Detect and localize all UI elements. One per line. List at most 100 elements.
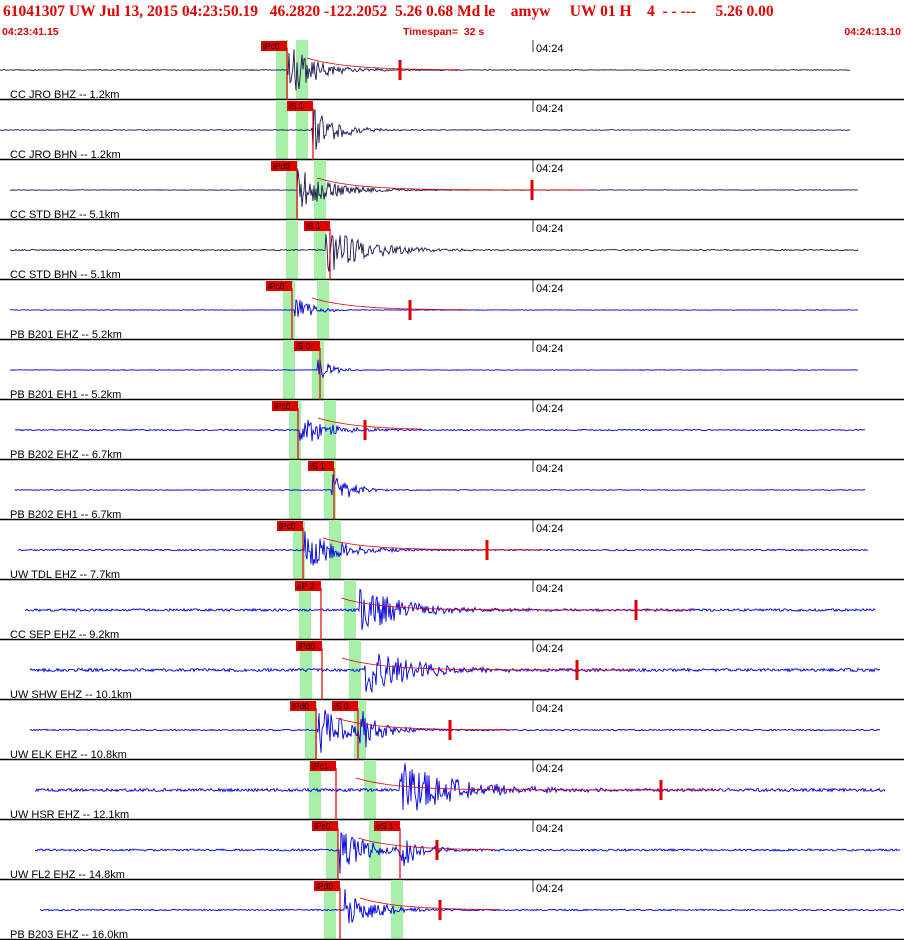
s-window-band [364, 760, 376, 820]
phase-pick-box[interactable] [304, 221, 330, 231]
time-tick-label: 04:24 [536, 343, 564, 355]
channel-label: UW FL2 EHZ -- 14.8km [10, 869, 125, 881]
phase-pick-label: iS 1 [306, 221, 321, 231]
channel-label: UW SHW EHZ -- 10.1km [10, 689, 132, 701]
waveform-trace [39, 889, 904, 924]
waveform-trace [34, 832, 901, 874]
phase-pick-box[interactable] [308, 461, 334, 471]
waveform-trace [9, 234, 859, 272]
phase-pick-box[interactable] [272, 401, 298, 411]
phase-pick-box[interactable] [374, 821, 400, 831]
phase-pick-label: iS 0 [334, 701, 349, 711]
time-tick-label: 04:24 [536, 403, 564, 415]
s-window-band [312, 340, 324, 400]
phase-pick-box[interactable] [271, 161, 297, 171]
waveform-trace [9, 358, 858, 379]
phase-pick-box[interactable] [296, 641, 322, 651]
event-dashes: - - --- [662, 3, 697, 20]
phase-pick-box[interactable] [290, 701, 316, 711]
waveform-trace [9, 299, 859, 317]
phase-pick-box[interactable] [295, 581, 321, 591]
waveform-trace [24, 588, 876, 631]
event-depth: 5.26 [394, 3, 423, 20]
channel-row[interactable]: iPd0 iS 0 04:24 UW ELK EHZ -- 10.8km [0, 700, 904, 761]
phase-pick-label: iS 1 [289, 101, 304, 111]
phase-pick-label: iPd0 [273, 161, 290, 171]
channel-row[interactable]: iS 1 04:24 PB B202 EH1 -- 6.7km [0, 460, 904, 521]
channel-row[interactable]: iPc0 04:24 PB B201 EHZ -- 5.2km [0, 280, 904, 341]
coda-curve [357, 837, 494, 850]
time-tick-label: 04:24 [536, 223, 564, 235]
channel-row[interactable]: iS 0 04:24 PB B201 EH1 -- 5.2km [0, 340, 904, 401]
phase-pick-label: iPc0 [263, 41, 280, 51]
channel-row[interactable]: eP 2 04:24 CC SEP EHZ -- 9.2km [0, 580, 904, 641]
coda-curve [340, 597, 693, 611]
seismogram-panel[interactable]: iPc0 04:24 CC JRO BHZ -- 1.2km iS 1 04:24 CC … [0, 40, 904, 940]
phase-pick-label: iPd0 [298, 641, 315, 651]
phase-pick-box[interactable] [294, 341, 320, 351]
coda-curve [316, 177, 589, 191]
time-tick-label: 04:24 [536, 523, 564, 535]
phase-pick-box[interactable] [310, 761, 336, 771]
channel-row[interactable]: iPc0 eS 1 04:24 UW FL2 EHZ -- 14.8km [0, 820, 904, 881]
phase-pick-box[interactable] [312, 821, 338, 831]
event-count: 4 [647, 3, 655, 20]
channel-label: CC STD BHN -- 5.1km [10, 269, 121, 281]
phase-pick-label: eS 1 [376, 821, 394, 831]
coda-curve [335, 717, 508, 731]
phase-pick-box[interactable] [287, 101, 313, 111]
channel-label: CC STD BHZ -- 5.1km [10, 209, 119, 221]
event-tail1: 5.26 [715, 3, 743, 20]
time-tick-label: 04:24 [536, 163, 564, 175]
s-window-band [329, 520, 341, 580]
phase-pick-label: iPc0 [279, 521, 296, 531]
channel-row[interactable]: iPc1 04:24 UW HSR EHZ -- 12.1km [0, 760, 904, 821]
s-window-band [391, 880, 403, 940]
channel-label: CC JRO BHZ -- 1.2km [10, 89, 119, 101]
channel-row[interactable]: iPc0 04:24 UW TDL EHZ -- 7.7km [0, 520, 904, 581]
channel-row[interactable]: iS 1 04:24 CC STD BHN -- 5.1km [0, 220, 904, 281]
channel-label: PB B201 EH1 -- 5.2km [10, 389, 121, 401]
time-tick-label: 04:24 [536, 823, 564, 835]
event-longitude: -122.2052 [323, 3, 388, 20]
time-tick-label: 04:24 [536, 583, 564, 595]
channel-row[interactable]: iPc0 04:24 PB B202 EHZ -- 6.7km [0, 400, 904, 461]
channel-row[interactable]: iPd0 04:24 PB B203 EHZ -- 16.0km [0, 880, 904, 940]
phase-pick-box[interactable] [261, 41, 287, 51]
time-tick-label: 04:24 [536, 883, 564, 895]
event-tail2: 0.00 [746, 3, 774, 20]
start-time-label: 04:23:41.15 [2, 26, 59, 38]
coda-curve [306, 57, 459, 71]
phase-pick-box[interactable] [332, 701, 358, 711]
waveform-trace [0, 49, 851, 91]
timespan-value: 32 s [463, 26, 485, 38]
time-tick-label: 04:24 [536, 103, 564, 115]
phase-pick-box[interactable] [277, 521, 303, 531]
timespan-label: Timespan= 32 s [403, 26, 484, 38]
time-tick-label: 04:24 [536, 703, 564, 715]
channel-label: UW ELK EHZ -- 10.8km [10, 749, 127, 761]
phase-pick-label: iPd0 [316, 881, 333, 891]
phase-pick-label: iS 1 [310, 461, 325, 471]
channel-label: UW HSR EHZ -- 12.1km [10, 809, 129, 821]
channel-row[interactable]: iPc0 04:24 CC JRO BHZ -- 1.2km [0, 40, 904, 101]
channel-row[interactable]: iPd0 04:24 CC STD BHZ -- 5.1km [0, 160, 904, 221]
waveform-trace [14, 474, 866, 498]
channel-row[interactable]: iPd0 04:24 UW SHW EHZ -- 10.1km [0, 640, 904, 701]
waveform-trace [34, 763, 886, 811]
phase-pick-label: iPc0 [274, 401, 291, 411]
channel-row[interactable]: iS 1 04:24 CC JRO BHN -- 1.2km [0, 100, 904, 161]
event-magnitude: 0.68 [425, 3, 454, 20]
phase-pick-label: iPc1 [312, 761, 329, 771]
coda-curve [317, 417, 423, 430]
channel-label: PB B201 EHZ -- 5.2km [10, 329, 122, 341]
event-header: 61041307 UW Jul 13, 2015 04:23:50.19 46.… [0, 0, 904, 40]
phase-pick-box[interactable] [314, 881, 340, 891]
time-tick-label: 04:24 [536, 463, 564, 475]
p-window-band [300, 640, 312, 700]
event-date: Jul 13, 2015 [99, 3, 178, 20]
s-window-band [369, 820, 381, 880]
event-analyst: amyw [510, 3, 551, 20]
channel-label: PB B202 EH1 -- 6.7km [10, 509, 121, 521]
phase-pick-box[interactable] [266, 281, 292, 291]
